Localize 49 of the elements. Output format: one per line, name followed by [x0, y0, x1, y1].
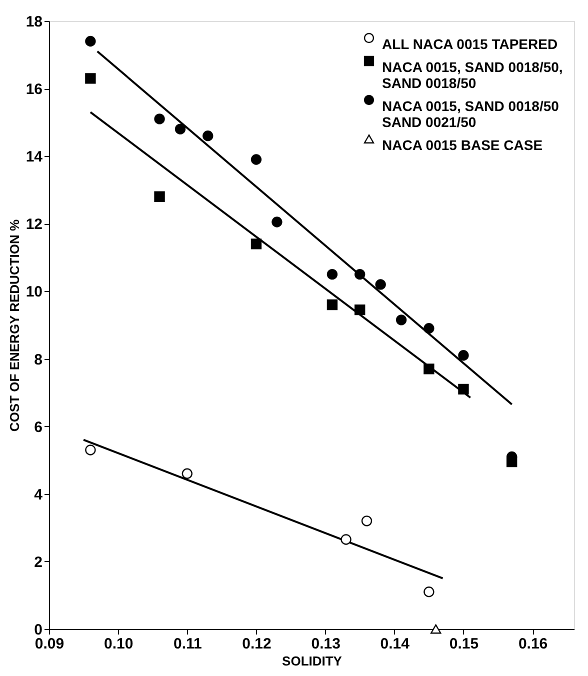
- point: [326, 269, 338, 280]
- x-tick-label: 0.14: [380, 636, 410, 652]
- point: [424, 323, 434, 334]
- legend-label: ALL NACA 0015 TAPERED: [382, 36, 558, 52]
- point: [202, 130, 214, 142]
- point: [458, 384, 469, 395]
- point: [154, 114, 165, 124]
- point: [85, 73, 96, 84]
- y-tick-label: 18: [26, 14, 42, 30]
- y-tick-label: 4: [34, 486, 44, 504]
- point: [85, 36, 96, 47]
- x-tick-label: 0.15: [449, 636, 479, 652]
- y-tick-label: 16: [26, 81, 42, 98]
- point: [396, 314, 407, 326]
- point: [85, 444, 96, 456]
- legend-label: NACA 0015, SAND 0018/50 SAND 0021/50: [382, 98, 560, 130]
- point: [154, 191, 165, 202]
- x-tick-label: 0.16: [518, 636, 548, 652]
- x-tick-label: 0.13: [311, 636, 340, 652]
- y-tick-label: 14: [26, 148, 44, 166]
- point: [354, 304, 366, 316]
- point: [272, 216, 282, 228]
- point: [375, 279, 386, 290]
- y-axis-title: COST OF ENERGY REDUCTION %: [6, 219, 22, 432]
- legend-label: NACA 0015, SAND 0018/50, SAND 0018/50: [382, 59, 563, 91]
- point: [174, 124, 186, 134]
- point: [182, 468, 192, 479]
- y-tick-label: 0: [34, 622, 42, 638]
- point: [424, 364, 434, 374]
- point: [361, 516, 372, 526]
- point: [458, 350, 469, 361]
- point: [354, 269, 366, 280]
- y-tick-label: 8: [34, 351, 42, 368]
- y-tick-label: 10: [26, 284, 42, 301]
- x-axis-title: SOLIDITY: [282, 654, 342, 668]
- x-tick-label: 0.12: [242, 636, 272, 652]
- point: [326, 299, 338, 310]
- point: [250, 238, 262, 250]
- point: [430, 624, 442, 634]
- y-tick-label: 2: [34, 554, 42, 571]
- x-tick-label: 0.11: [173, 636, 202, 652]
- y-tick-label: 12: [26, 216, 42, 234]
- legend-label: NACA 0015 BASE CASE: [382, 137, 543, 153]
- x-tick-label: 0.10: [104, 636, 134, 652]
- point: [424, 586, 434, 598]
- y-tick-label: 6: [34, 418, 42, 436]
- x-tick-label: 0.09: [34, 636, 64, 652]
- point: [340, 534, 352, 545]
- point: [250, 154, 262, 165]
